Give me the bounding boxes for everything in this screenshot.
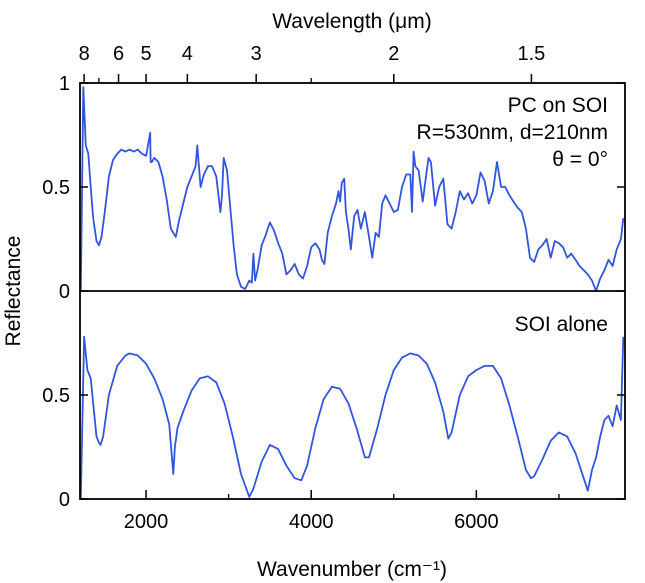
bottom-annotation: SOI alone <box>515 313 608 336</box>
wavelength-tick-label: 2 <box>388 43 399 65</box>
wavelength-tick-label: 3 <box>251 43 262 65</box>
top-y-tick-label: 0 <box>59 281 70 303</box>
wavelength-tick-label: 4 <box>182 43 193 65</box>
x-tick-label: 4000 <box>289 511 334 533</box>
x-tick-label: 2000 <box>124 511 169 533</box>
top-axis-title: Wavelength (μm) <box>272 10 432 33</box>
series-layer <box>79 86 625 500</box>
top-y-tick-label: 1 <box>59 73 70 95</box>
top-annotation-line-2: R=530nm, d=210nm <box>417 121 608 144</box>
bottom-axis-title: Wavenumber (cm⁻¹) <box>257 558 447 581</box>
wavelength-tick-label: 5 <box>140 43 151 65</box>
bottom-y-tick-label: 0.5 <box>42 385 70 407</box>
top-y-tick-label: 0.5 <box>42 177 70 199</box>
top-annotation-line-1: PC on SOI <box>508 94 608 117</box>
wavelength-tick-label: 8 <box>79 43 90 65</box>
y-axis-title: Reflectance <box>2 236 25 347</box>
top-annotation-line-3: θ = 0° <box>552 148 608 171</box>
bottom-y-tick-label: 0 <box>59 489 70 511</box>
bottom-series-line <box>79 335 625 500</box>
x-tick-label: 6000 <box>454 511 499 533</box>
wavelength-tick-label: 6 <box>113 43 124 65</box>
axis-layer: 0 0.5 1 0 0.5 2000 4000 6000 8 6 5 4 3 2 1.5 <box>42 43 625 533</box>
top-series-line <box>79 86 625 292</box>
wavelength-tick-label: 1.5 <box>518 43 546 65</box>
